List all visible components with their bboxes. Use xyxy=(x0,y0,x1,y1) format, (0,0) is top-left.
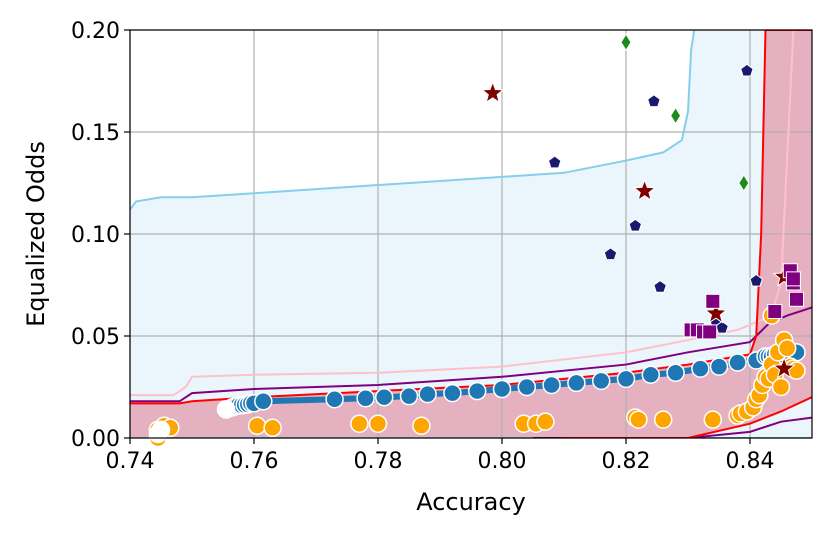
x-tick-label: 0.84 xyxy=(726,449,775,474)
y-tick-label: 0.20 xyxy=(71,19,120,44)
x-tick-label: 0.78 xyxy=(354,449,403,474)
point-circle-steelblue xyxy=(517,377,537,397)
point-square-purple xyxy=(789,291,804,307)
point-circle-steelblue xyxy=(641,365,661,385)
x-tick-label: 0.82 xyxy=(602,449,651,474)
point-pentagon-navy xyxy=(547,155,562,169)
marks-layer xyxy=(148,33,806,448)
point-circle-orange xyxy=(350,414,369,433)
point-circle-steelblue xyxy=(542,375,561,395)
point-circle-steelblue xyxy=(728,353,747,372)
point-circle-steelblue xyxy=(325,389,344,409)
point-diamond-green xyxy=(670,106,682,125)
point-circle-white xyxy=(151,420,171,440)
point-circle-steelblue xyxy=(467,381,487,401)
x-tick-label: 0.76 xyxy=(230,449,279,474)
x-axis-label: Accuracy xyxy=(416,488,526,516)
band-lower-line-red xyxy=(564,396,812,438)
point-diamond-green xyxy=(738,174,750,192)
point-circle-steelblue xyxy=(492,379,512,399)
y-axis-label: Equalized Odds xyxy=(22,141,50,327)
point-pentagon-navy xyxy=(647,94,661,108)
y-tick-label: 0.10 xyxy=(71,223,120,248)
point-square-purple xyxy=(767,304,783,320)
point-circle-steelblue xyxy=(443,383,462,403)
point-circle-orange xyxy=(412,416,431,436)
point-square-purple xyxy=(705,293,721,309)
band-upper-line-skyblue xyxy=(130,30,696,211)
x-tick-label: 0.74 xyxy=(106,449,155,474)
point-circle-steelblue xyxy=(374,387,394,407)
point-circle-steelblue xyxy=(254,392,273,411)
point-circle-steelblue xyxy=(418,384,437,404)
point-circle-orange xyxy=(703,410,723,429)
band-fill-red xyxy=(130,30,812,438)
ticks-layer: 0.74 0.76 0.78 0.80 0.82 0.84 0.00 0.05 0.10 0.15… xyxy=(71,19,774,474)
point-pentagon-navy xyxy=(603,247,618,261)
point-circle-orange xyxy=(536,412,555,431)
point-star-darkred xyxy=(632,178,657,202)
point-pentagon-navy xyxy=(749,273,763,287)
point-circle-orange xyxy=(771,377,791,397)
point-circle-steelblue xyxy=(567,373,586,393)
point-pentagon-navy xyxy=(628,218,643,232)
point-circle-orange xyxy=(629,410,648,429)
point-circle-steelblue xyxy=(399,386,419,406)
point-circle-orange xyxy=(777,338,797,358)
point-diamond-green xyxy=(620,33,632,52)
point-circle-orange xyxy=(263,418,282,438)
y-tick-label: 0.15 xyxy=(71,121,120,146)
band-lower-line-purple xyxy=(533,416,812,438)
point-circle-steelblue xyxy=(666,363,685,382)
y-tick-label: 0.05 xyxy=(71,325,120,350)
point-circle-orange xyxy=(247,416,267,436)
point-circle-steelblue xyxy=(591,371,611,391)
point-star-darkred xyxy=(480,80,505,104)
point-circle-steelblue xyxy=(709,357,729,376)
point-circle-orange xyxy=(368,414,388,433)
point-star-darkred xyxy=(704,301,728,324)
point-circle-steelblue xyxy=(616,369,636,389)
point-square-purple xyxy=(785,271,801,287)
x-tick-label: 0.80 xyxy=(478,449,527,474)
point-pentagon-navy xyxy=(653,279,667,293)
point-square-purple xyxy=(702,324,718,340)
point-circle-steelblue xyxy=(356,388,375,408)
point-circle-orange xyxy=(653,410,673,429)
point-star-darkred xyxy=(772,356,796,379)
point-pentagon-navy xyxy=(740,63,754,77)
y-tick-label: 0.00 xyxy=(71,427,120,452)
point-circle-white xyxy=(216,400,236,419)
point-circle-steelblue xyxy=(691,359,710,378)
